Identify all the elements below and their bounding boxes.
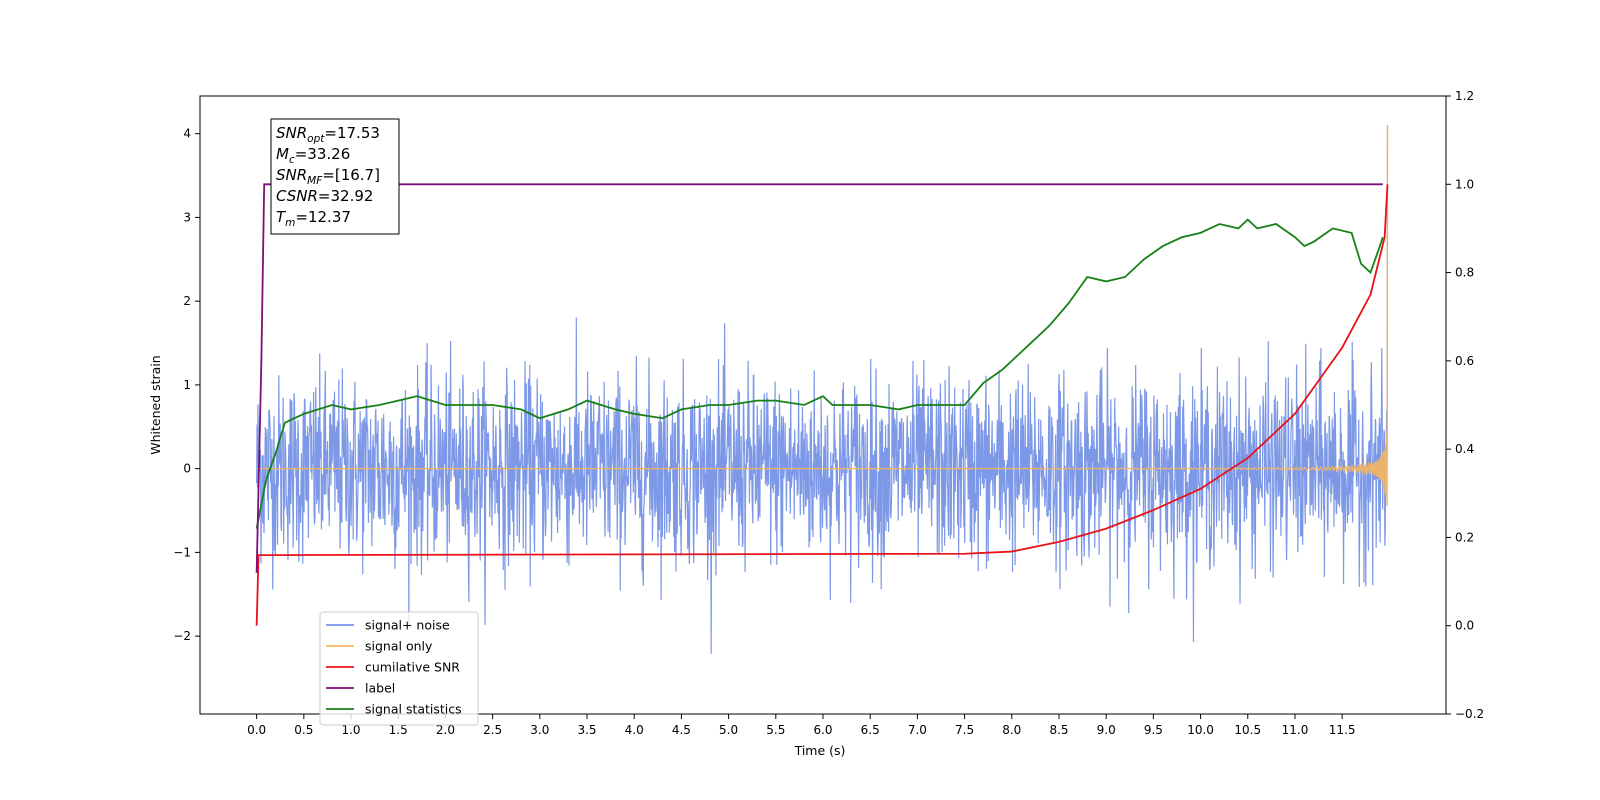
x-tick-label: 9.0 [1097, 723, 1116, 737]
series-layer [255, 125, 1389, 654]
x-tick-label: 1.0 [341, 723, 360, 737]
stats-line: Mc=33.26 [276, 145, 350, 166]
y-tick-label: 2 [183, 294, 191, 308]
x-tick-label: 6.0 [813, 723, 832, 737]
stats-line: CSNR=32.92 [276, 187, 373, 205]
x-tick-label: 7.5 [955, 723, 974, 737]
x-tick-label: 0.5 [294, 723, 313, 737]
legend: signal+ noise signal only cumilative SNR la… [319, 611, 479, 726]
y2-axis-ticks: −0.2 0.0 0.2 0.4 0.6 0.8 1.0 1.2 [1446, 89, 1484, 721]
series-signal-noise [256, 125, 1389, 654]
series-label [255, 183, 1383, 573]
series-cumulative-snr [255, 184, 1389, 626]
series-signal-only [256, 125, 1389, 506]
stats-line: Tm=12.37 [276, 208, 351, 229]
x-tick-label: 4.5 [672, 723, 691, 737]
x-tick-label: 11.5 [1329, 723, 1356, 737]
x-tick-label: 2.5 [483, 723, 502, 737]
x-tick-label: 2.0 [436, 723, 455, 737]
y2-tick-label: 0.0 [1455, 619, 1474, 633]
y-tick-label: 1 [183, 378, 191, 392]
y-tick-label: 4 [183, 127, 191, 141]
x-tick-label: 1.5 [389, 723, 408, 737]
stats-annotation: SNRopt=17.53Mc=33.26SNRMF=[16.7]CSNR=32.… [270, 118, 400, 235]
series-signal-statistics [255, 218, 1384, 529]
stats-box-frame [270, 118, 400, 235]
x-tick-label: 10.0 [1187, 723, 1214, 737]
y2-tick-label: 1.2 [1455, 89, 1474, 103]
y2-tick-label: −0.2 [1455, 707, 1484, 721]
x-tick-label: 3.5 [577, 723, 596, 737]
x-tick-label: 6.5 [861, 723, 880, 737]
x-tick-label: 8.0 [1002, 723, 1021, 737]
y-tick-label: 3 [183, 210, 191, 224]
x-tick-label: 0.0 [247, 723, 266, 737]
x-tick-label: 7.0 [908, 723, 927, 737]
legend-entry: signal only [365, 639, 433, 654]
x-axis-ticks: 0.0 0.5 1.0 1.5 2.0 2.5 3.0 3.5 4.0 4.5 5.0 5.5 6.0 6… [247, 714, 1356, 737]
y-axis-label: Whitened strain [148, 355, 163, 454]
y2-tick-label: 0.8 [1455, 266, 1474, 280]
x-tick-label: 5.5 [766, 723, 785, 737]
y2-tick-label: 0.4 [1455, 442, 1474, 456]
x-tick-label: 10.5 [1234, 723, 1261, 737]
stats-line: SNRopt=17.53 [276, 124, 380, 145]
legend-entry: label [365, 681, 395, 696]
x-tick-label: 8.5 [1049, 723, 1068, 737]
y-tick-label: −1 [173, 545, 191, 559]
y2-tick-label: 0.6 [1455, 354, 1474, 368]
x-tick-label: 4.0 [625, 723, 644, 737]
legend-entry: signal statistics [365, 702, 462, 717]
y-tick-label: −2 [173, 629, 191, 643]
legend-frame [319, 611, 479, 726]
y-axis-ticks: −2 −1 0 1 2 3 4 [173, 127, 200, 643]
x-tick-label: 5.0 [719, 723, 738, 737]
x-tick-label: 11.0 [1282, 723, 1309, 737]
legend-entry: cumilative SNR [365, 660, 460, 675]
y2-tick-label: 0.2 [1455, 530, 1474, 544]
x-axis-label: Time (s) [794, 743, 846, 758]
stats-line: SNRMF=[16.7] [276, 166, 380, 187]
x-tick-label: 9.5 [1144, 723, 1163, 737]
y-tick-label: 0 [183, 462, 191, 476]
y2-tick-label: 1.0 [1455, 177, 1474, 191]
x-tick-label: 3.0 [530, 723, 549, 737]
legend-entry: signal+ noise [365, 618, 450, 633]
